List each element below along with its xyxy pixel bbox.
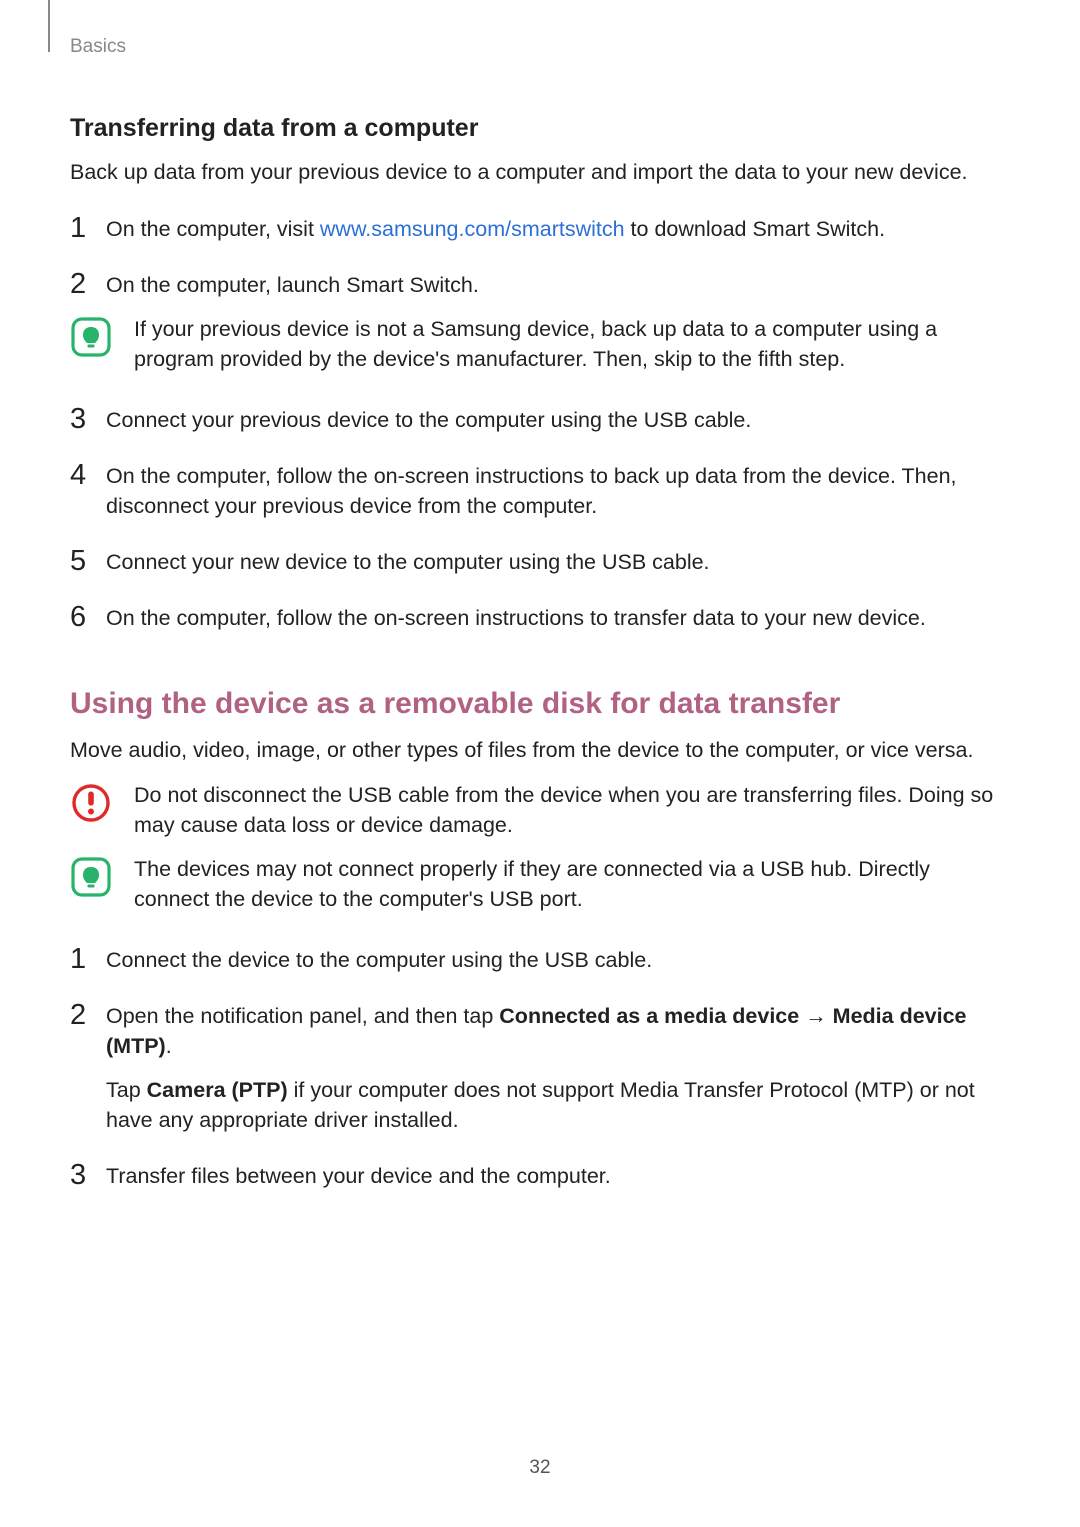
section2-step-1: 1 Connect the device to the computer usi… [70, 945, 1010, 975]
section2-step-2: 2 Open the notification panel, and then … [70, 1001, 1010, 1135]
step-text: Connect the device to the computer using… [106, 945, 1010, 975]
section2-intro: Move audio, video, image, or other types… [70, 735, 1010, 766]
text-pre: On the computer, visit [106, 217, 320, 241]
section1-heading: Transferring data from a computer [70, 114, 1010, 143]
note-icon [70, 314, 116, 363]
text-post: to download Smart Switch. [625, 217, 886, 241]
breadcrumb: Basics [70, 36, 126, 58]
step-3: 3 Connect your previous device to the co… [70, 405, 1010, 435]
warning-callout: Do not disconnect the USB cable from the… [70, 780, 1010, 840]
step-number: 1 [70, 945, 106, 974]
arrow: → [799, 1004, 832, 1028]
step-text: On the computer, follow the on-screen in… [106, 461, 1010, 521]
smartswitch-link[interactable]: www.samsung.com/smartswitch [320, 217, 625, 241]
step-number: 6 [70, 603, 106, 632]
note-callout: If your previous device is not a Samsung… [70, 314, 1010, 374]
step-number: 5 [70, 547, 106, 576]
step-number: 3 [70, 405, 106, 434]
section2-title: Using the device as a removable disk for… [70, 687, 1010, 721]
step-number: 4 [70, 461, 106, 490]
step-text: On the computer, launch Smart Switch. [106, 270, 1010, 300]
step-text: Transfer files between your device and t… [106, 1161, 1010, 1191]
bold-text: Camera (PTP) [147, 1078, 288, 1102]
bold-text: Connected as a media device [499, 1004, 799, 1028]
step-5: 5 Connect your new device to the compute… [70, 547, 1010, 577]
text: . [166, 1034, 172, 1058]
step-text: On the computer, visit www.samsung.com/s… [106, 214, 1010, 244]
text: Tap [106, 1078, 147, 1102]
step-text: Connect your previous device to the comp… [106, 405, 1010, 435]
warning-icon [70, 780, 116, 829]
page-number: 32 [0, 1457, 1080, 1479]
header-tab-marker [48, 0, 50, 52]
step-number: 1 [70, 214, 106, 243]
warning-text: Do not disconnect the USB cable from the… [116, 780, 1010, 840]
text: Open the notification panel, and then ta… [106, 1004, 499, 1028]
note-text: If your previous device is not a Samsung… [116, 314, 1010, 374]
step-number: 2 [70, 1001, 106, 1030]
note-text: The devices may not connect properly if … [116, 854, 1010, 914]
note-callout-2: The devices may not connect properly if … [70, 854, 1010, 914]
step-number: 2 [70, 270, 106, 299]
page-content: Transferring data from a computer Back u… [70, 100, 1010, 1191]
note-icon [70, 854, 116, 903]
step-1: 1 On the computer, visit www.samsung.com… [70, 214, 1010, 244]
step-text: On the computer, follow the on-screen in… [106, 603, 1010, 633]
step-6: 6 On the computer, follow the on-screen … [70, 603, 1010, 633]
step-2: 2 On the computer, launch Smart Switch. [70, 270, 1010, 300]
step-number: 3 [70, 1161, 106, 1190]
step-text: Open the notification panel, and then ta… [106, 1001, 1010, 1135]
section2-step-3: 3 Transfer files between your device and… [70, 1161, 1010, 1191]
step-4: 4 On the computer, follow the on-screen … [70, 461, 1010, 521]
section1-intro: Back up data from your previous device t… [70, 157, 1010, 188]
step-text: Connect your new device to the computer … [106, 547, 1010, 577]
